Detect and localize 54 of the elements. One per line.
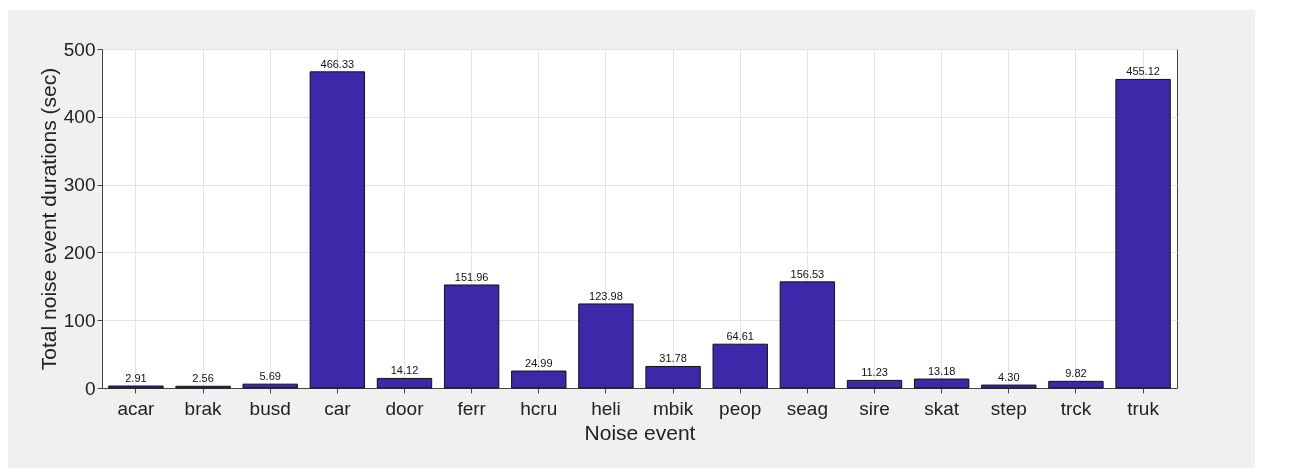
bar	[309, 71, 366, 389]
bar	[1048, 380, 1104, 389]
data-label: 2.56	[192, 372, 214, 385]
data-label: 24.99	[525, 357, 553, 370]
x-tick-label: sire	[859, 397, 890, 419]
bar	[1115, 78, 1171, 389]
data-label: 156.53	[790, 267, 825, 280]
bar	[712, 343, 768, 389]
y-tick-label: 300	[63, 174, 96, 196]
bar	[578, 303, 634, 389]
data-label: 64.61	[726, 330, 754, 343]
x-tick-label: acar	[117, 397, 156, 419]
data-label: 11.23	[861, 366, 888, 379]
data-label: 31.78	[659, 352, 687, 365]
x-tick-label: door	[385, 397, 425, 419]
data-label: 9.82	[1065, 367, 1087, 380]
bar	[511, 370, 567, 389]
x-tick-label: heli	[591, 397, 621, 419]
bar	[376, 377, 433, 389]
y-tick-label: 500	[63, 38, 96, 60]
x-tick-label: trck	[1060, 397, 1092, 419]
x-axis-title: Noise event	[584, 420, 696, 444]
y-tick-label: 100	[63, 309, 96, 331]
x-tick-label: brak	[184, 397, 223, 419]
bar	[645, 365, 701, 389]
x-tick-label: car	[324, 397, 352, 419]
y-tick-label: 400	[63, 106, 96, 128]
data-label: 2.91	[125, 372, 147, 385]
data-label: 13.18	[927, 365, 956, 378]
bar	[981, 384, 1037, 389]
data-label: 151.96	[454, 270, 489, 283]
x-tick-label: mbik	[653, 397, 694, 419]
bar	[779, 281, 836, 389]
y-axis-title: Total noise event durations (sec)	[36, 67, 60, 371]
x-tick-label: skat	[924, 397, 960, 419]
data-label: 5.69	[259, 370, 281, 383]
data-label: 4.30	[998, 371, 1020, 384]
x-tick-label: hcru	[520, 397, 558, 419]
y-tick-label: 0	[84, 377, 96, 399]
y-tick-label: 200	[63, 241, 96, 263]
x-tick-label: seag	[786, 397, 828, 419]
bar	[913, 378, 970, 389]
data-label: 14.12	[390, 364, 419, 377]
x-tick-label: step	[990, 397, 1027, 419]
data-label: 123.98	[589, 289, 623, 302]
data-label: 455.12	[1126, 65, 1160, 78]
x-tick-label: ferr	[457, 397, 487, 419]
data-label: 466.33	[320, 57, 355, 70]
bar	[846, 379, 903, 389]
bar	[443, 284, 500, 389]
x-tick-label: peop	[719, 397, 762, 419]
x-tick-label: truk	[1127, 397, 1160, 419]
bar	[242, 383, 298, 389]
x-tick-label: busd	[249, 397, 291, 419]
